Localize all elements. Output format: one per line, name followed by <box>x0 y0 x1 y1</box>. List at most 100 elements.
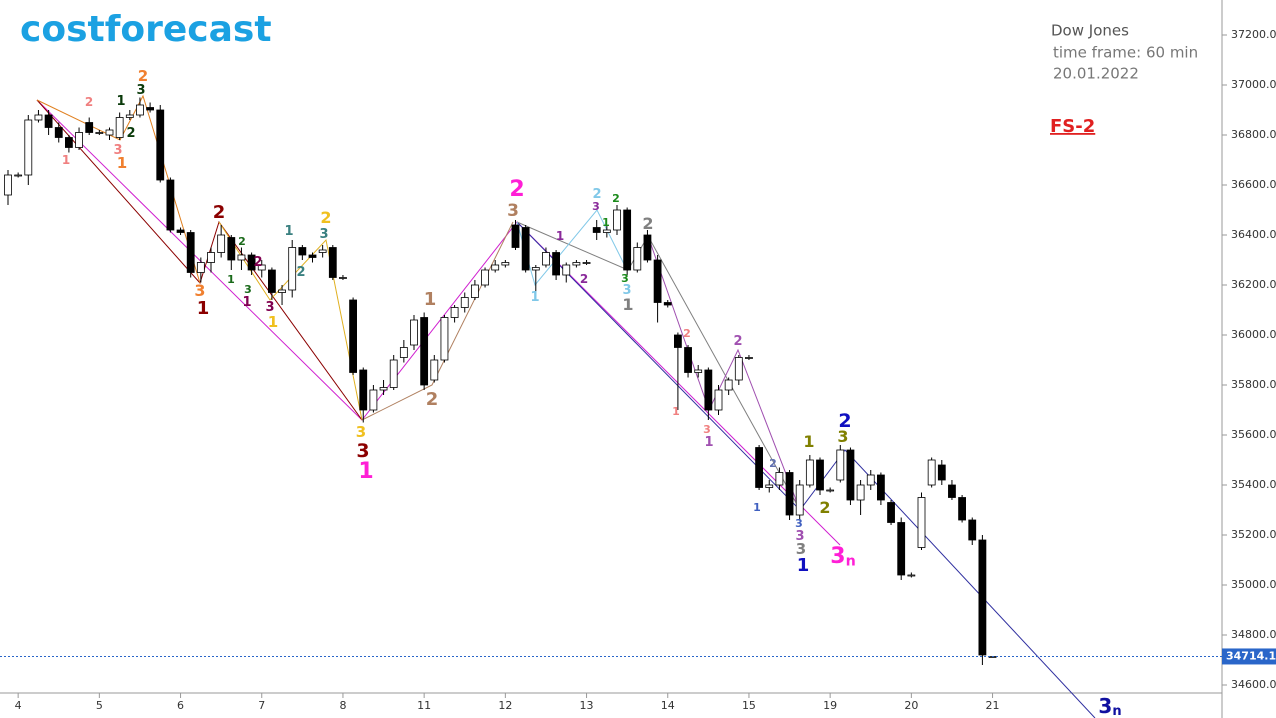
candle-body <box>491 264 500 271</box>
candle-body <box>379 387 388 391</box>
candle-body <box>846 449 855 501</box>
tag: FS-2 <box>1050 116 1095 137</box>
y-tick-label: 36600.00 <box>1231 178 1276 191</box>
candle <box>968 517 977 545</box>
candle <box>552 250 560 280</box>
last-price-label: 34714.14 <box>1226 649 1276 662</box>
candle-body <box>278 289 286 293</box>
candle-body <box>643 234 652 261</box>
x-tick-label: 12 <box>498 699 512 712</box>
wave-label: 1 <box>622 295 633 314</box>
candle-body <box>501 262 510 266</box>
candle-body <box>14 174 23 177</box>
y-tick-label: 35400.00 <box>1231 478 1276 491</box>
wave-label-number: 1 <box>268 313 278 331</box>
candle-body <box>836 449 845 481</box>
wave-label-number: 2 <box>683 327 691 340</box>
wave-label: 1 <box>704 435 713 450</box>
wave-label-number: 3 <box>592 200 600 213</box>
candle-body <box>4 174 12 196</box>
candle <box>379 380 388 395</box>
candle-body <box>399 347 408 358</box>
y-tick-label: 37000.00 <box>1231 78 1276 91</box>
candle <box>877 472 885 505</box>
wave-label-number: 1 <box>530 290 539 305</box>
candle <box>663 300 672 308</box>
wave-label: 2 <box>213 202 226 223</box>
candle-body <box>927 459 936 486</box>
wave-label: 1 <box>227 273 235 286</box>
y-tick-label: 34800.00 <box>1231 628 1276 641</box>
candle <box>491 260 500 273</box>
candle-body <box>552 252 560 276</box>
candle <box>217 225 226 258</box>
candle <box>125 110 134 120</box>
wave-label-number: 2 <box>509 177 524 202</box>
candle <box>105 127 114 140</box>
candle <box>542 247 550 268</box>
candle <box>328 245 337 280</box>
wave-label-number: 3 <box>703 423 711 436</box>
candle <box>237 247 246 270</box>
candle <box>633 242 642 273</box>
candle-body <box>318 249 327 253</box>
candle-body <box>562 264 571 276</box>
wave-label: 1 <box>268 313 278 331</box>
wave-label: 3 <box>136 83 145 98</box>
wave-label: 3 <box>194 281 205 300</box>
x-tick-label: 5 <box>96 699 103 712</box>
wave-label: 1 <box>797 555 810 576</box>
candle <box>146 102 155 113</box>
wave-label: 3n <box>830 544 856 569</box>
wave-label: 2 <box>612 192 620 205</box>
candle <box>521 225 530 273</box>
wave-label: 3 <box>592 200 600 213</box>
candle-body <box>978 539 987 656</box>
candle-body <box>623 209 632 271</box>
wave-label-number: 3 <box>621 272 629 285</box>
wave-label: 3 <box>703 423 711 436</box>
last-price-box <box>1222 648 1276 665</box>
wave-label-number: 3 <box>113 143 122 158</box>
wave-label-number: 2 <box>838 410 851 432</box>
wave-label-number: 2 <box>126 126 135 141</box>
x-tick-label: 19 <box>823 699 837 712</box>
y-tick-label: 35800.00 <box>1231 378 1276 391</box>
candle-body <box>288 247 297 291</box>
candle-body <box>125 114 134 118</box>
candle-body <box>105 129 114 136</box>
candle <box>745 355 753 360</box>
candle-body <box>369 389 378 411</box>
candle <box>978 535 987 665</box>
wave-label-number: 3 <box>796 540 806 558</box>
wave-label: 2 <box>819 498 830 517</box>
candle <box>34 110 43 123</box>
candle-body <box>267 269 276 293</box>
candle <box>501 260 510 268</box>
candle-body <box>602 229 611 233</box>
wave-label: 1 <box>117 154 127 172</box>
candle-body <box>34 114 43 121</box>
wave-label: 2 <box>580 272 588 286</box>
wave-label: 2 <box>838 410 851 432</box>
x-tick-label: 11 <box>417 699 431 712</box>
wave-label-number: 3 <box>244 283 252 296</box>
wave-label-number: 3 <box>1098 694 1112 718</box>
wave-label-number: 1 <box>62 153 70 167</box>
y-tick-label: 35200.00 <box>1231 528 1276 541</box>
candle <box>95 130 104 135</box>
candle-body <box>663 302 672 306</box>
candle <box>866 470 875 490</box>
wave-label-number: 2 <box>296 265 305 280</box>
wave-label: 1 <box>753 501 761 514</box>
wave-label: 2 <box>642 214 653 233</box>
candle-body <box>257 264 266 271</box>
candle-body <box>308 254 317 258</box>
wave-label-number: 1 <box>116 94 125 109</box>
candle-body <box>531 267 540 271</box>
candle <box>897 517 906 580</box>
wave-label-subscript: n <box>1112 704 1121 718</box>
candle-body <box>470 284 479 298</box>
y-tick-label: 36800.00 <box>1231 128 1276 141</box>
candle-body <box>572 262 581 266</box>
